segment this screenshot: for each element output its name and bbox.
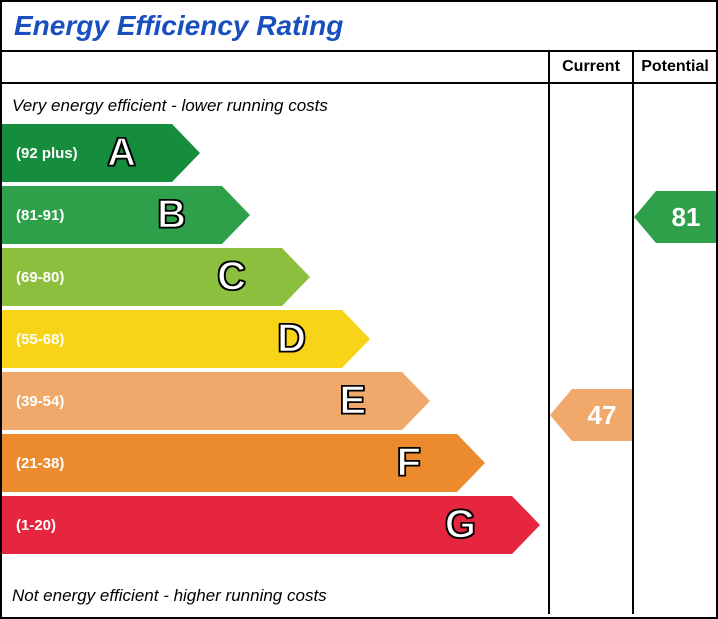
band-b: (81-91)B bbox=[2, 186, 222, 244]
column-current: 47 bbox=[548, 84, 632, 614]
band-a: (92 plus)A bbox=[2, 124, 172, 182]
band-range: (21-38) bbox=[2, 455, 457, 472]
band-d: (55-68)D bbox=[2, 310, 342, 368]
band-letter: C bbox=[217, 255, 246, 300]
band-e: (39-54)E bbox=[2, 372, 402, 430]
band-letter: F bbox=[397, 441, 421, 486]
marker-potential: 81 bbox=[656, 191, 716, 243]
band-g: (1-20)G bbox=[2, 496, 512, 554]
header-potential: Potential bbox=[632, 52, 716, 82]
band-letter: A bbox=[107, 131, 136, 176]
header-spacer bbox=[2, 52, 548, 82]
header-row: Current Potential bbox=[2, 50, 716, 84]
band-range: (81-91) bbox=[2, 207, 222, 224]
band-range: (1-20) bbox=[2, 517, 512, 534]
band-letter: D bbox=[277, 317, 306, 362]
band-c: (69-80)C bbox=[2, 248, 282, 306]
header-current: Current bbox=[548, 52, 632, 82]
band-letter: G bbox=[445, 503, 476, 548]
caption-top: Very energy efficient - lower running co… bbox=[2, 92, 548, 120]
band-letter: E bbox=[339, 379, 366, 424]
epc-chart: Energy Efficiency Rating Current Potenti… bbox=[0, 0, 718, 619]
body-row: Very energy efficient - lower running co… bbox=[2, 84, 716, 614]
band-range: (92 plus) bbox=[2, 145, 172, 162]
chart-title: Energy Efficiency Rating bbox=[14, 10, 704, 42]
bands-area: Very energy efficient - lower running co… bbox=[2, 84, 548, 614]
title-bar: Energy Efficiency Rating bbox=[2, 2, 716, 50]
caption-bottom: Not energy efficient - higher running co… bbox=[2, 582, 337, 610]
column-potential: 81 bbox=[632, 84, 716, 614]
band-letter: B bbox=[157, 193, 186, 238]
marker-current: 47 bbox=[572, 389, 632, 441]
band-f: (21-38)F bbox=[2, 434, 457, 492]
